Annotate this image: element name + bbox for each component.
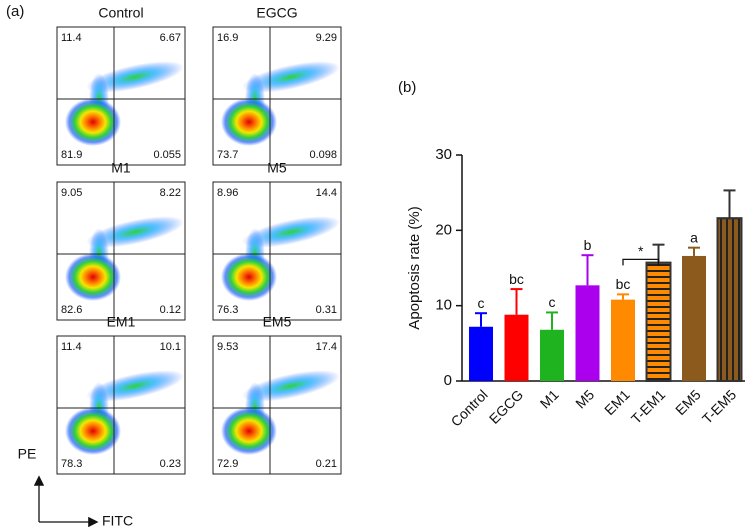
panel-label: (b) (398, 79, 416, 96)
y-axis-label: Apoptosis rate (%) (406, 206, 423, 329)
plot-frame (56, 181, 186, 321)
x-tick-label: EM5 (672, 386, 704, 418)
quadrant-value: 8.22 (160, 187, 181, 199)
bar (575, 285, 600, 381)
bar (611, 299, 635, 381)
bar-hatch (645, 261, 672, 382)
density-tail (86, 370, 184, 402)
bar-hatch (716, 217, 743, 382)
x-tick-label: EGCG (486, 386, 526, 426)
quadrant-value: 9.53 (217, 341, 238, 353)
density-tail (242, 61, 340, 93)
x-tick-label: M5 (572, 386, 597, 411)
plot-title: EM1 (107, 314, 136, 330)
quadrant-value: 78.3 (61, 458, 82, 470)
x-tick-label: T-EM5 (699, 386, 740, 427)
density-core (221, 98, 277, 146)
quadrant-value: 73.7 (217, 149, 238, 161)
significance-letter: c (478, 295, 485, 311)
quadrant-value: 0.055 (153, 149, 181, 161)
x-tick-label: M1 (537, 386, 562, 411)
plot-title: M1 (111, 160, 131, 176)
bar (540, 329, 564, 381)
density-core (65, 253, 121, 301)
density-core (221, 407, 277, 455)
y-tick-label: 30 (435, 146, 452, 163)
quadrant-value: 76.3 (217, 304, 238, 316)
x-tick-label: EM1 (601, 386, 633, 418)
quadrant-value: 6.67 (160, 32, 181, 44)
density-core (65, 407, 121, 455)
plot-frame (212, 335, 342, 475)
density-core (65, 98, 121, 146)
plot-frame (56, 335, 186, 475)
quadrant-value: 14.4 (316, 187, 337, 199)
quadrant-value: 10.1 (160, 341, 181, 353)
plot-title: EM5 (263, 314, 292, 330)
y-axis-label: PE (18, 446, 37, 462)
density-tail (86, 61, 184, 93)
quadrant-value: 8.96 (217, 187, 238, 199)
density-tail (86, 216, 184, 248)
quadrant-value: 72.9 (217, 458, 238, 470)
bar (504, 314, 529, 381)
x-axis-label: FITC (102, 513, 133, 529)
quadrant-value: 9.05 (61, 187, 82, 199)
plot-frame (212, 181, 342, 321)
significance-letter: b (584, 237, 592, 253)
quadrant-value: 16.9 (217, 32, 238, 44)
bar (469, 326, 493, 381)
quadrant-value: 0.12 (160, 304, 181, 316)
quadrant-value: 9.29 (316, 32, 337, 44)
significance-letter: a (690, 229, 698, 245)
bar (682, 255, 706, 381)
quadrant-value: 82.6 (61, 304, 82, 316)
plot-title: M5 (267, 160, 287, 176)
x-tick-label: Control (448, 386, 491, 429)
significance-letter: bc (509, 271, 524, 287)
bracket-label: * (638, 243, 644, 259)
quadrant-value: 0.21 (316, 458, 337, 470)
plot-title: EGCG (256, 5, 297, 21)
plot-frame (212, 26, 342, 166)
quadrant-value: 0.23 (160, 458, 181, 470)
y-tick-label: 0 (444, 372, 452, 389)
significance-letter: bc (616, 276, 631, 292)
y-tick-label: 20 (435, 221, 452, 238)
quadrant-value: 17.4 (316, 341, 337, 353)
panel-label: (a) (6, 3, 24, 20)
density-core (221, 253, 277, 301)
y-tick-label: 10 (435, 297, 452, 314)
x-tick-label: T-EM1 (628, 386, 669, 427)
plot-title: Control (98, 5, 143, 21)
quadrant-value: 11.4 (61, 32, 82, 44)
quadrant-value: 11.4 (61, 341, 82, 353)
density-tail (242, 370, 340, 402)
quadrant-value: 0.31 (316, 304, 337, 316)
significance-letter: c (549, 294, 556, 310)
density-tail (242, 216, 340, 248)
quadrant-value: 81.9 (61, 149, 82, 161)
bracket (622, 258, 660, 266)
plot-frame (56, 26, 186, 166)
quadrant-value: 0.098 (309, 149, 337, 161)
